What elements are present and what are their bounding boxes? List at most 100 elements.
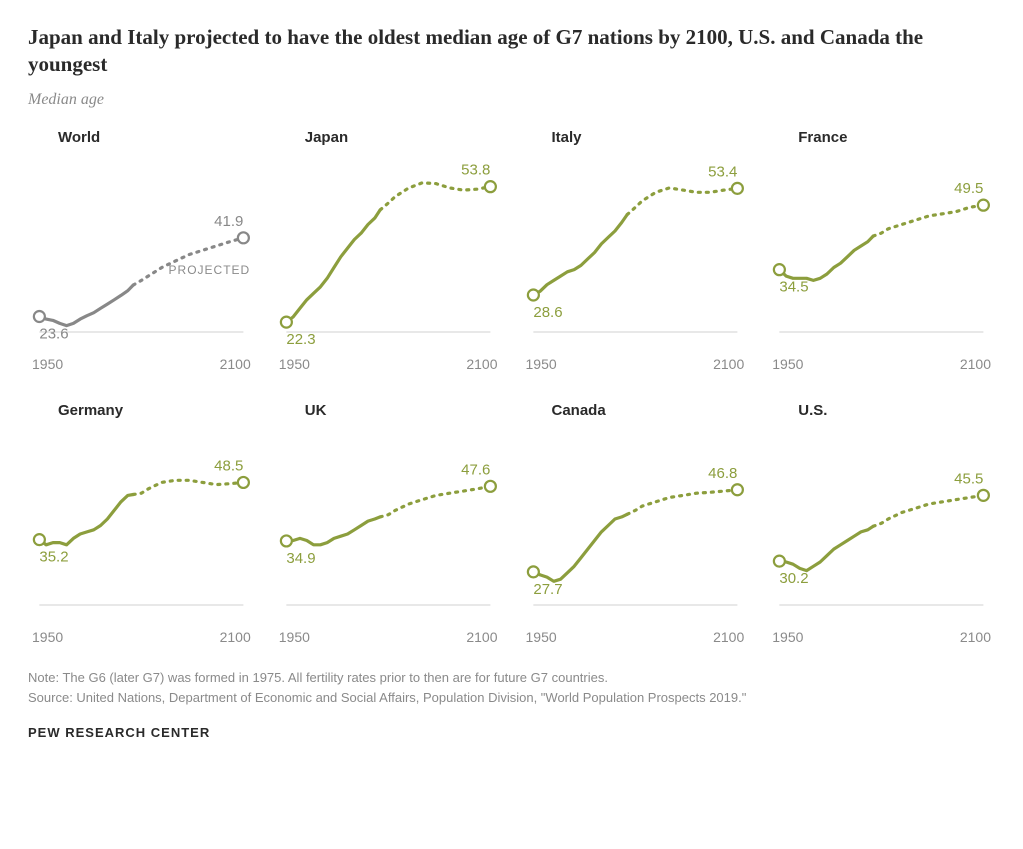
panel-title: World	[58, 129, 255, 146]
footnote-source: Source: United Nations, Department of Ec…	[28, 689, 995, 707]
chart-svg: 34.5 49.5	[768, 150, 995, 350]
chart-panel: Germany 35.2 48.5 1950 2100	[28, 402, 255, 645]
series-solid	[780, 236, 874, 280]
end-value-label: 49.5	[954, 180, 983, 197]
x-tick-start: 1950	[772, 356, 803, 372]
chart-svg: 23.6 41.9 PROJECTED	[28, 150, 255, 350]
end-value-label: 53.4	[708, 163, 737, 180]
start-marker	[774, 555, 785, 566]
series-solid	[39, 494, 133, 544]
end-marker	[238, 232, 249, 243]
x-tick-end: 2100	[960, 629, 991, 645]
x-tick-start: 1950	[526, 629, 557, 645]
series-solid	[39, 285, 133, 326]
chart-svg: 34.9 47.6	[275, 423, 502, 623]
x-axis: 1950 2100	[28, 356, 255, 372]
panel-title: Germany	[58, 402, 255, 419]
start-value-label: 34.5	[780, 278, 809, 295]
start-value-label: 23.6	[39, 325, 68, 342]
chart-title: Japan and Italy projected to have the ol…	[28, 24, 995, 79]
chart-svg: 22.3 53.8	[275, 150, 502, 350]
x-axis: 1950 2100	[522, 629, 749, 645]
x-tick-end: 2100	[713, 356, 744, 372]
panel-title: France	[798, 129, 995, 146]
chart-panel: Italy 28.6 53.4 1950 2100	[522, 129, 749, 372]
start-marker	[527, 289, 538, 300]
footnote-note: Note: The G6 (later G7) was formed in 19…	[28, 669, 995, 687]
series-solid	[533, 514, 627, 581]
series-dotted	[380, 182, 490, 209]
end-marker	[978, 489, 989, 500]
start-marker	[774, 264, 785, 275]
end-marker	[731, 484, 742, 495]
x-axis: 1950 2100	[275, 629, 502, 645]
x-axis: 1950 2100	[768, 356, 995, 372]
small-multiples-grid: World 23.6 41.9 PROJECTED 19502100Japan …	[28, 129, 995, 645]
panel-title: U.S.	[798, 402, 995, 419]
start-marker	[281, 316, 292, 327]
series-dotted	[380, 486, 490, 517]
start-marker	[34, 534, 45, 545]
panel-title: Japan	[305, 129, 502, 146]
series-dotted	[873, 495, 983, 526]
chart-subtitle: Median age	[28, 91, 995, 109]
series-solid	[286, 516, 380, 544]
projected-label: PROJECTED	[169, 263, 251, 277]
chart-panel: Japan 22.3 53.8 1950 2100	[275, 129, 502, 372]
series-dotted	[627, 187, 737, 214]
series-dotted	[873, 205, 983, 236]
chart-panel: UK 34.9 47.6 1950 2100	[275, 402, 502, 645]
chart-svg: 28.6 53.4	[522, 150, 749, 350]
end-value-label: 41.9	[214, 212, 243, 229]
x-tick-start: 1950	[772, 629, 803, 645]
chart-panel: France 34.5 49.5 1950 2100	[768, 129, 995, 372]
end-marker	[485, 480, 496, 491]
chart-panel: Canada 27.7 46.8 1950 2100	[522, 402, 749, 645]
x-tick-end: 2100	[466, 629, 497, 645]
start-value-label: 35.2	[39, 548, 68, 565]
x-tick-start: 1950	[279, 356, 310, 372]
x-tick-end: 2100	[466, 356, 497, 372]
end-value-label: 48.5	[214, 457, 243, 474]
start-marker	[527, 566, 538, 577]
series-solid	[533, 214, 627, 294]
end-value-label: 53.8	[461, 161, 490, 178]
start-value-label: 28.6	[533, 304, 562, 321]
start-value-label: 27.7	[533, 580, 562, 597]
end-marker	[731, 182, 742, 193]
series-dotted	[133, 480, 243, 494]
x-tick-end: 2100	[220, 356, 251, 372]
x-axis: 1950 2100	[768, 629, 995, 645]
x-tick-start: 1950	[32, 356, 63, 372]
chart-panel: World 23.6 41.9 PROJECTED 1950 2100	[28, 129, 255, 372]
end-marker	[238, 477, 249, 488]
series-dotted	[133, 237, 243, 284]
x-tick-end: 2100	[713, 629, 744, 645]
x-axis: 1950 2100	[28, 629, 255, 645]
end-value-label: 45.5	[954, 470, 983, 487]
panel-title: Italy	[552, 129, 749, 146]
x-tick-end: 2100	[220, 629, 251, 645]
start-value-label: 34.9	[286, 550, 315, 567]
end-marker	[978, 199, 989, 210]
series-solid	[286, 209, 380, 321]
panel-title: Canada	[552, 402, 749, 419]
x-axis: 1950 2100	[522, 356, 749, 372]
chart-panel: U.S. 30.2 45.5 1950 2100	[768, 402, 995, 645]
start-marker	[281, 535, 292, 546]
x-tick-start: 1950	[526, 356, 557, 372]
chart-svg: 35.2 48.5	[28, 423, 255, 623]
end-value-label: 47.6	[461, 461, 490, 478]
start-marker	[34, 311, 45, 322]
chart-svg: 30.2 45.5	[768, 423, 995, 623]
x-tick-start: 1950	[279, 629, 310, 645]
attribution: PEW RESEARCH CENTER	[28, 725, 995, 740]
x-tick-end: 2100	[960, 356, 991, 372]
start-value-label: 30.2	[780, 570, 809, 587]
x-axis: 1950 2100	[275, 356, 502, 372]
series-solid	[780, 526, 874, 570]
panel-title: UK	[305, 402, 502, 419]
x-tick-start: 1950	[32, 629, 63, 645]
chart-svg: 27.7 46.8	[522, 423, 749, 623]
series-dotted	[627, 489, 737, 514]
